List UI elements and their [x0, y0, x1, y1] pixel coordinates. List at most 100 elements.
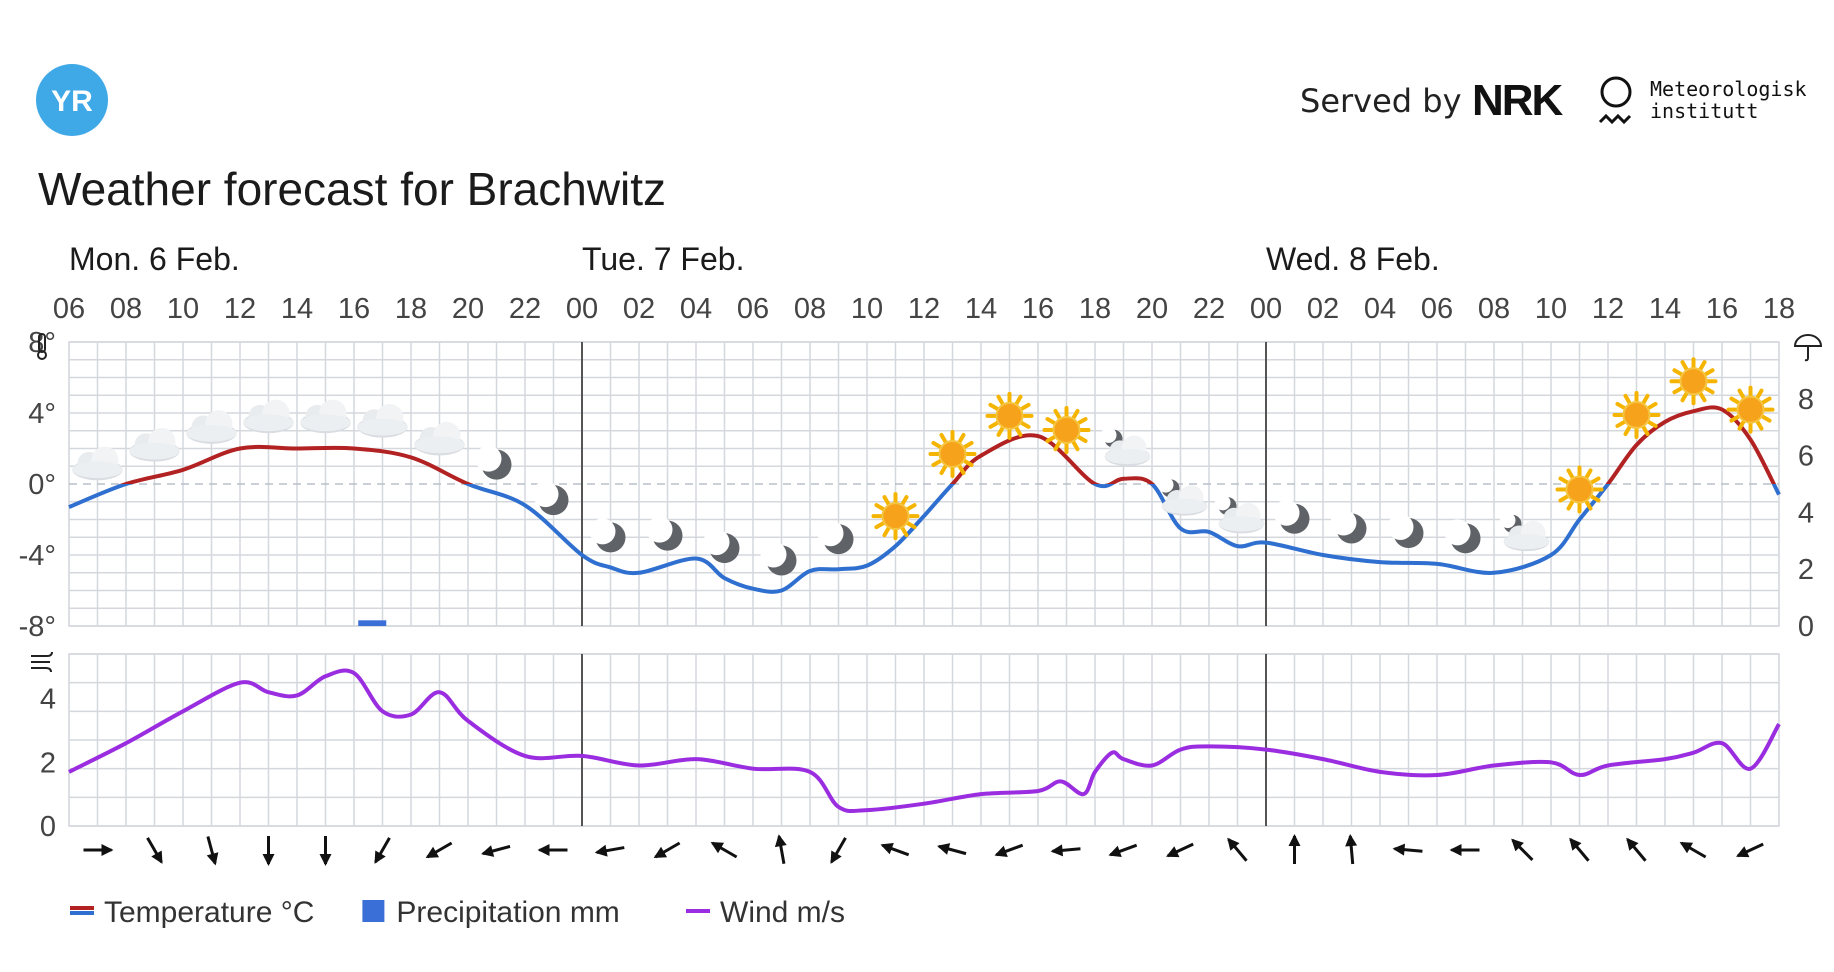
moon-icon: [589, 518, 626, 553]
sun-ray: [996, 425, 1005, 437]
cloud-icon: [129, 428, 180, 462]
moon-icon: [1444, 519, 1481, 554]
sun-disc: [995, 401, 1024, 430]
wind-arrow-head: [374, 850, 386, 864]
wind-arrow-icon: [1626, 837, 1647, 862]
legend-item: Wind m/s: [686, 896, 845, 929]
wind-arrow-head: [1288, 834, 1301, 846]
moon-cutout: [475, 445, 502, 472]
hour-tick-label: 10: [1535, 293, 1567, 325]
sun-icon: [985, 391, 1034, 440]
wind-arrow-icon: [425, 841, 453, 859]
wind-arrow-icon: [653, 841, 681, 859]
wind-arrow-head: [425, 846, 440, 858]
hour-tick-label: 08: [110, 293, 142, 325]
sun-ray: [1014, 394, 1023, 406]
hour-tick-label: 08: [1478, 293, 1510, 325]
hour-tick-label: 16: [338, 293, 370, 325]
temperature-series: [68, 405, 1781, 594]
moon-icon: [1387, 513, 1424, 548]
legend-swatch-precipitation: [362, 900, 385, 922]
sun-disc: [1736, 395, 1765, 424]
moon-icon: [703, 529, 740, 564]
sun-ray: [988, 420, 1000, 429]
cloud-base: [1503, 534, 1550, 550]
sun-ray: [1623, 393, 1632, 405]
wind-arrow-icon: [1288, 834, 1301, 864]
page-title: Weather forecast for Brachwitz: [38, 163, 667, 215]
hour-tick-label: 18: [1763, 293, 1795, 325]
day-label: Tue. 7 Feb.: [582, 241, 744, 277]
wind-direction-arrows: [83, 834, 1764, 866]
hour-tick-label: 20: [1136, 293, 1168, 325]
cloud-icon: [300, 399, 351, 434]
temperature-tick-label: 4°: [28, 398, 56, 430]
wind-arrow-icon: [1392, 843, 1423, 856]
sun-ray: [1641, 393, 1650, 405]
hour-tick-label: 02: [1307, 293, 1339, 325]
sun-ray: [1584, 499, 1593, 511]
sun-ray: [1680, 391, 1689, 403]
sun-ray: [1729, 414, 1741, 423]
wind-arrow-icon: [1227, 837, 1248, 862]
temperature-tick-label: -4°: [19, 540, 56, 572]
nrk-logo-text: NRK: [1472, 82, 1564, 118]
hour-tick-label: 12: [908, 293, 940, 325]
hour-tick-label: 12: [224, 293, 256, 325]
nrk-logo[interactable]: NRK: [1472, 76, 1568, 125]
wind-arrow-icon: [481, 844, 511, 857]
wind-arrow-icon: [710, 841, 738, 859]
wind-arrow-head: [537, 844, 550, 856]
legend-swatch-wind: [686, 909, 710, 913]
cloud-icon: [1104, 435, 1151, 466]
sun-ray: [1646, 419, 1658, 428]
sun-ray: [900, 526, 909, 538]
cloud-base: [129, 442, 180, 460]
sun-ray: [905, 503, 917, 512]
wind-arrow-head: [830, 850, 842, 864]
legend: Temperature °C Precipitation mm Wind m/s: [70, 896, 845, 929]
wind-arrow-icon: [1679, 841, 1707, 859]
sun-ray: [1566, 468, 1575, 480]
met-logo-text: Meteorologisk institutt: [1650, 78, 1807, 122]
moon-cutout: [1214, 494, 1231, 511]
sun-ray: [1558, 494, 1570, 503]
sun-ray: [1589, 476, 1601, 485]
cloud-icon: [72, 446, 123, 481]
sun-ray: [1737, 419, 1746, 431]
wind-icon: [31, 651, 53, 673]
precipitation-tick-label: 8: [1798, 384, 1814, 416]
hour-tick-label: 14: [1649, 293, 1681, 325]
moon-cutout: [1444, 519, 1471, 546]
precipitation-tick-label: 6: [1798, 441, 1814, 473]
cloud-base: [414, 436, 465, 454]
sun-ray: [939, 432, 948, 444]
sun-icon: [1042, 406, 1091, 455]
sun-icon: [928, 430, 977, 478]
wind-tick-label: 4: [40, 684, 56, 716]
cloud-base: [1104, 448, 1151, 465]
sun-ray: [1019, 402, 1031, 411]
hour-tick-label: 06: [737, 293, 769, 325]
wind-arrow-head: [710, 842, 725, 854]
moon-cutout: [1100, 427, 1117, 443]
hour-tick-label: 18: [395, 293, 427, 325]
hour-tick-label: 00: [1250, 293, 1282, 325]
legend-label: Wind m/s: [720, 896, 845, 929]
sun-ray: [882, 526, 891, 538]
met-logo[interactable]: [1596, 74, 1636, 134]
hour-tick-label: 14: [965, 293, 997, 325]
cloud-icon: [186, 410, 237, 444]
sun-icon: [871, 492, 920, 541]
wind-arrow-head: [1735, 846, 1750, 858]
moon-icon: [646, 516, 683, 551]
wind-series: [68, 668, 1781, 814]
precipitation-tick-label: 2: [1798, 554, 1814, 586]
sun-ray: [1615, 401, 1627, 410]
sun-ray: [1053, 408, 1062, 420]
moon-icon: [1273, 499, 1310, 534]
yr-logo[interactable]: YR: [36, 64, 108, 136]
sun-ray: [931, 441, 943, 449]
wind-tick-label: 2: [40, 747, 56, 779]
